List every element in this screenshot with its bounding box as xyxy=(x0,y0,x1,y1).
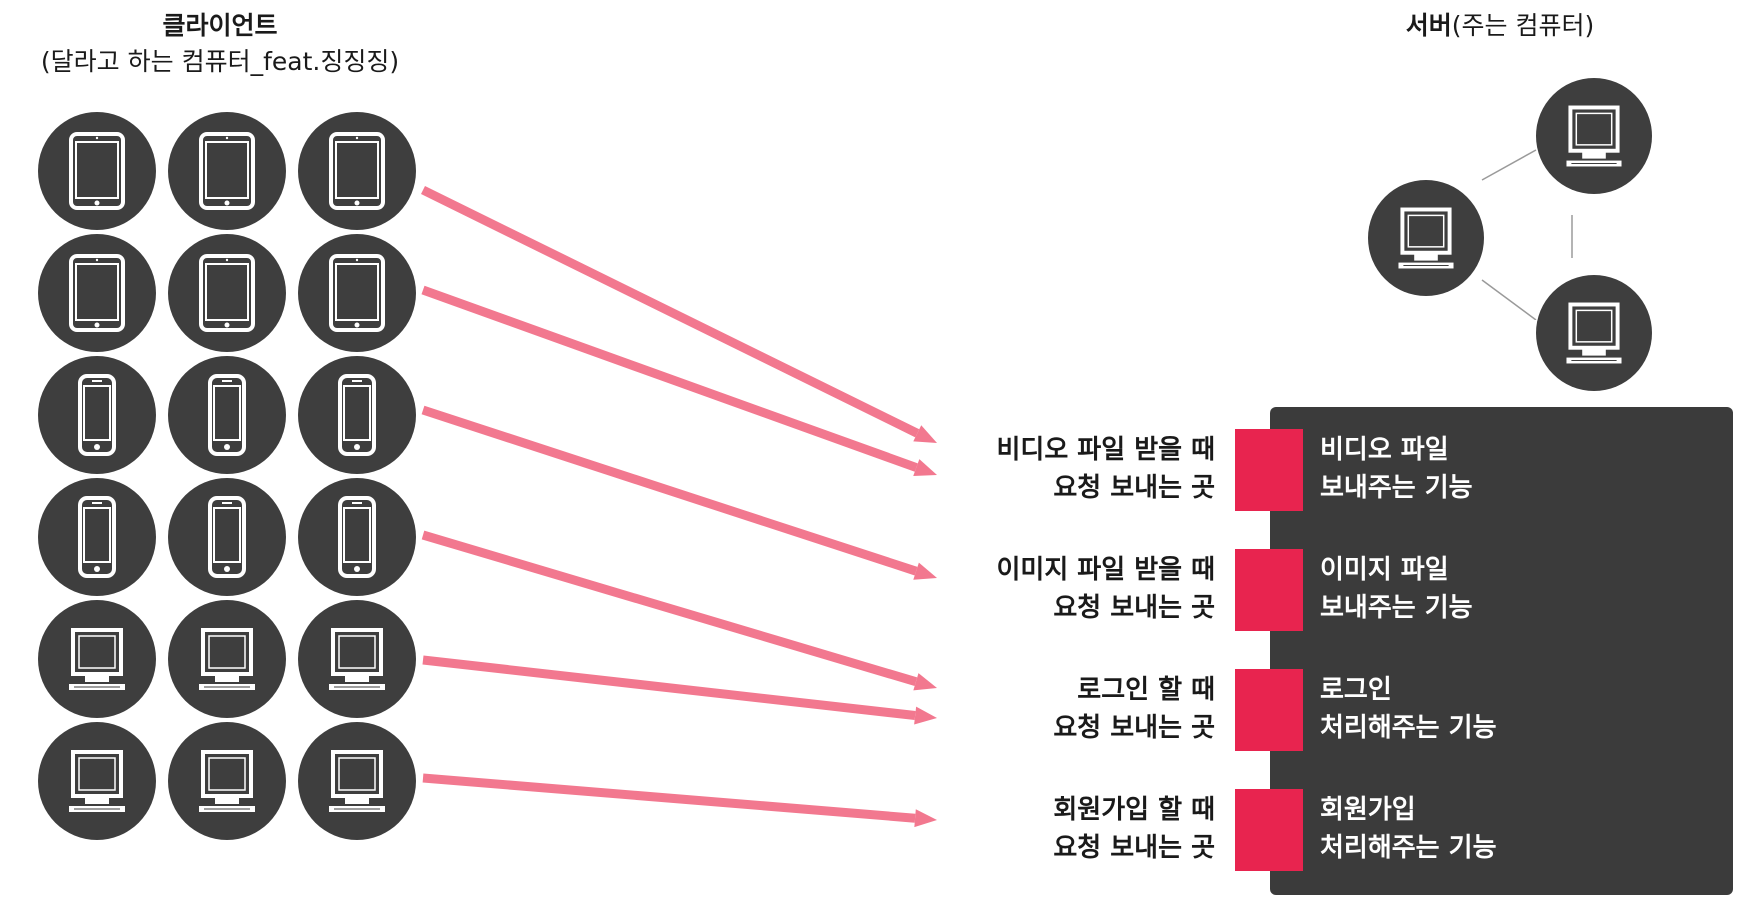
client-device xyxy=(168,112,286,230)
server-function-line1: 회원가입 xyxy=(1320,795,1416,825)
request-arrow xyxy=(421,405,918,576)
request-arrow xyxy=(421,530,918,687)
endpoint-label-line2: 요청 보내는 곳 xyxy=(1053,473,1215,503)
desktop-icon xyxy=(199,750,255,812)
desktop-icon xyxy=(329,750,385,812)
server-node xyxy=(1536,275,1652,391)
smartphone-icon xyxy=(338,496,376,578)
tablet-icon xyxy=(329,254,385,332)
arrow-head xyxy=(913,562,937,580)
client-device xyxy=(168,600,286,718)
client-device xyxy=(38,722,156,840)
server-function-line2: 처리해주는 기능 xyxy=(1320,833,1497,863)
endpoint-label-line2: 요청 보내는 곳 xyxy=(1053,593,1215,623)
client-title-block: 클라이언트 (달라고 하는 컴퓨터_feat.징징징) xyxy=(0,8,440,80)
tablet-icon xyxy=(69,132,125,210)
desktop-icon xyxy=(1566,302,1622,364)
server-title-block: 서버(주는 컴퓨터) xyxy=(1350,8,1650,44)
tablet-icon xyxy=(199,254,255,332)
desktop-icon xyxy=(199,628,255,690)
request-arrow xyxy=(421,185,920,438)
server-panel xyxy=(1270,407,1733,895)
smartphone-icon xyxy=(208,496,246,578)
server-title-desc: (주는 컴퓨터) xyxy=(1451,11,1595,40)
endpoint-label-line1: 이미지 파일 받을 때 xyxy=(996,555,1215,585)
desktop-icon xyxy=(329,628,385,690)
arrow-head xyxy=(913,425,937,443)
smartphone-icon xyxy=(78,374,116,456)
desktop-icon xyxy=(1398,207,1454,269)
client-device xyxy=(38,356,156,474)
smartphone-icon xyxy=(78,496,116,578)
tablet-icon xyxy=(329,132,385,210)
endpoint-label-line1: 비디오 파일 받을 때 xyxy=(996,435,1215,465)
tablet-icon xyxy=(199,132,255,210)
endpoint-port[interactable] xyxy=(1235,429,1303,511)
request-arrow xyxy=(422,773,916,823)
client-device xyxy=(298,478,416,596)
client-device xyxy=(168,478,286,596)
endpoint-label-line2: 요청 보내는 곳 xyxy=(1053,713,1215,743)
server-connectors xyxy=(1481,149,1573,320)
server-node xyxy=(1536,78,1652,194)
server-function-line1: 로그인 xyxy=(1320,675,1392,705)
desktop-icon xyxy=(69,628,125,690)
client-device xyxy=(38,112,156,230)
server-title: 서버 xyxy=(1405,11,1452,40)
arrow-head xyxy=(913,459,937,477)
request-arrow xyxy=(422,655,916,721)
tablet-icon xyxy=(69,254,125,332)
arrow-head xyxy=(913,673,937,691)
endpoint-port[interactable] xyxy=(1235,789,1303,871)
client-device xyxy=(168,722,286,840)
endpoint-port[interactable] xyxy=(1235,669,1303,751)
arrow-head xyxy=(914,809,937,828)
arrow-head xyxy=(914,706,937,725)
smartphone-icon xyxy=(208,374,246,456)
endpoint-label-line1: 로그인 할 때 xyxy=(1077,675,1215,705)
server-node xyxy=(1368,180,1484,296)
desktop-icon xyxy=(69,750,125,812)
server-function-line2: 보내주는 기능 xyxy=(1320,473,1473,503)
client-device xyxy=(298,600,416,718)
client-device xyxy=(168,234,286,352)
server-function-line1: 이미지 파일 xyxy=(1320,555,1449,585)
client-device xyxy=(298,356,416,474)
client-device xyxy=(298,112,416,230)
client-device xyxy=(38,600,156,718)
server-function-line2: 보내주는 기능 xyxy=(1320,593,1473,623)
client-title: 클라이언트 xyxy=(162,11,278,40)
client-device xyxy=(298,722,416,840)
endpoint-port[interactable] xyxy=(1235,549,1303,631)
client-device xyxy=(38,478,156,596)
client-device xyxy=(168,356,286,474)
desktop-icon xyxy=(1566,105,1622,167)
endpoint-label-line1: 회원가입 할 때 xyxy=(1053,795,1215,825)
server-function-line2: 처리해주는 기능 xyxy=(1320,713,1497,743)
client-subtitle: (달라고 하는 컴퓨터_feat.징징징) xyxy=(40,47,400,76)
client-device xyxy=(298,234,416,352)
server-connector-line xyxy=(1481,279,1537,320)
client-device xyxy=(38,234,156,352)
server-function-line1: 비디오 파일 xyxy=(1320,435,1449,465)
smartphone-icon xyxy=(338,374,376,456)
endpoint-label-line2: 요청 보내는 곳 xyxy=(1053,833,1215,863)
server-connector-line xyxy=(1481,149,1537,181)
request-arrow xyxy=(421,285,918,472)
